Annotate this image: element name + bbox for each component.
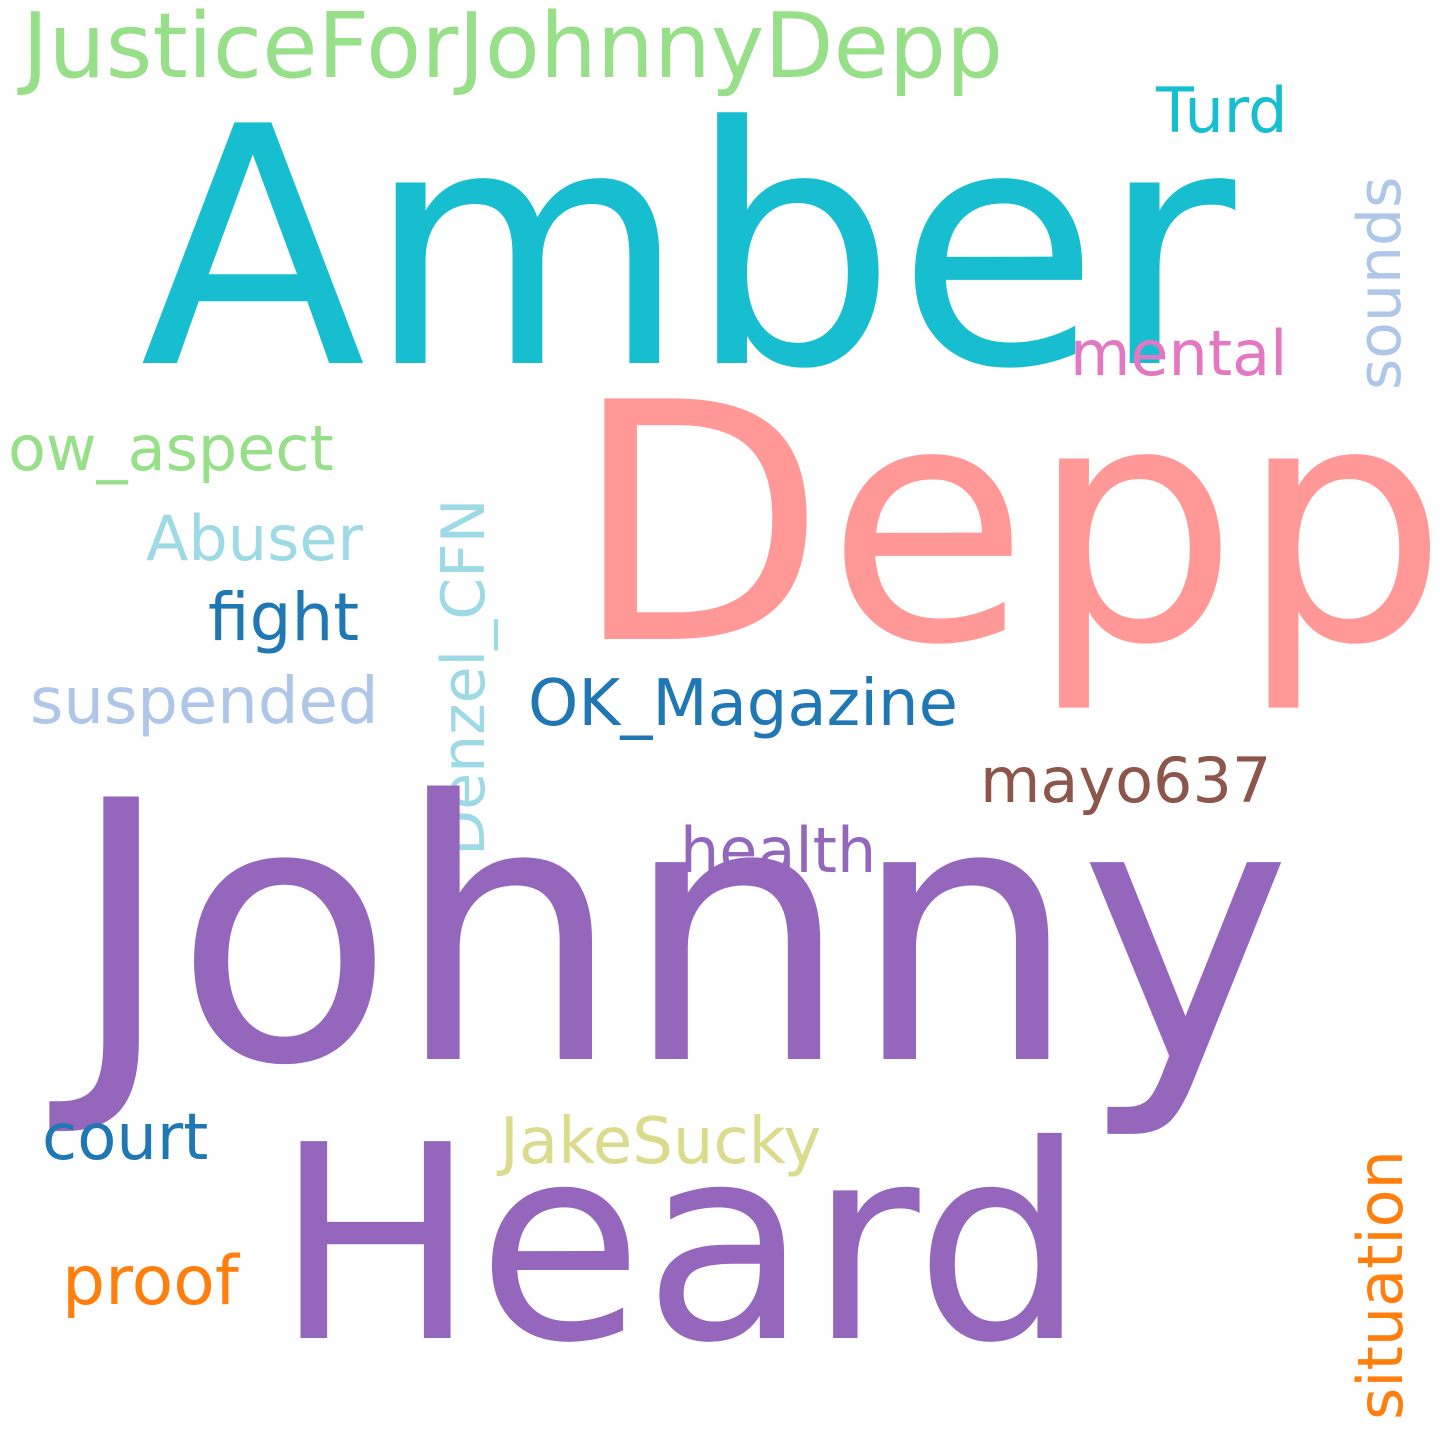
word-ow-aspect: ow_aspect	[8, 412, 334, 485]
word-situation: situation	[1344, 1150, 1417, 1420]
word-johnny: Johnny	[68, 725, 1292, 1144]
word-fight: fight	[208, 579, 360, 656]
word-mayo637: mayo637	[980, 744, 1272, 817]
word-ok-magazine: OK_Magazine	[528, 667, 958, 741]
word-court: court	[42, 1101, 209, 1175]
word-mental: mental	[1070, 317, 1288, 390]
word-depp: Depp	[572, 333, 1440, 717]
word-proof: proof	[62, 1242, 239, 1321]
word-justicefor-johnnydepp: JusticeForJohnnyDepp	[22, 0, 1004, 99]
word-suspended: suspended	[30, 665, 379, 739]
word-heard: Heard	[274, 1087, 1087, 1402]
word-turd: Turd	[1156, 74, 1288, 147]
word-amber: Amber	[140, 57, 1236, 441]
word-abuser: Abuser	[146, 502, 363, 575]
word-jakesucky: JakeSucky	[500, 1105, 822, 1179]
word-health: health	[680, 814, 877, 887]
